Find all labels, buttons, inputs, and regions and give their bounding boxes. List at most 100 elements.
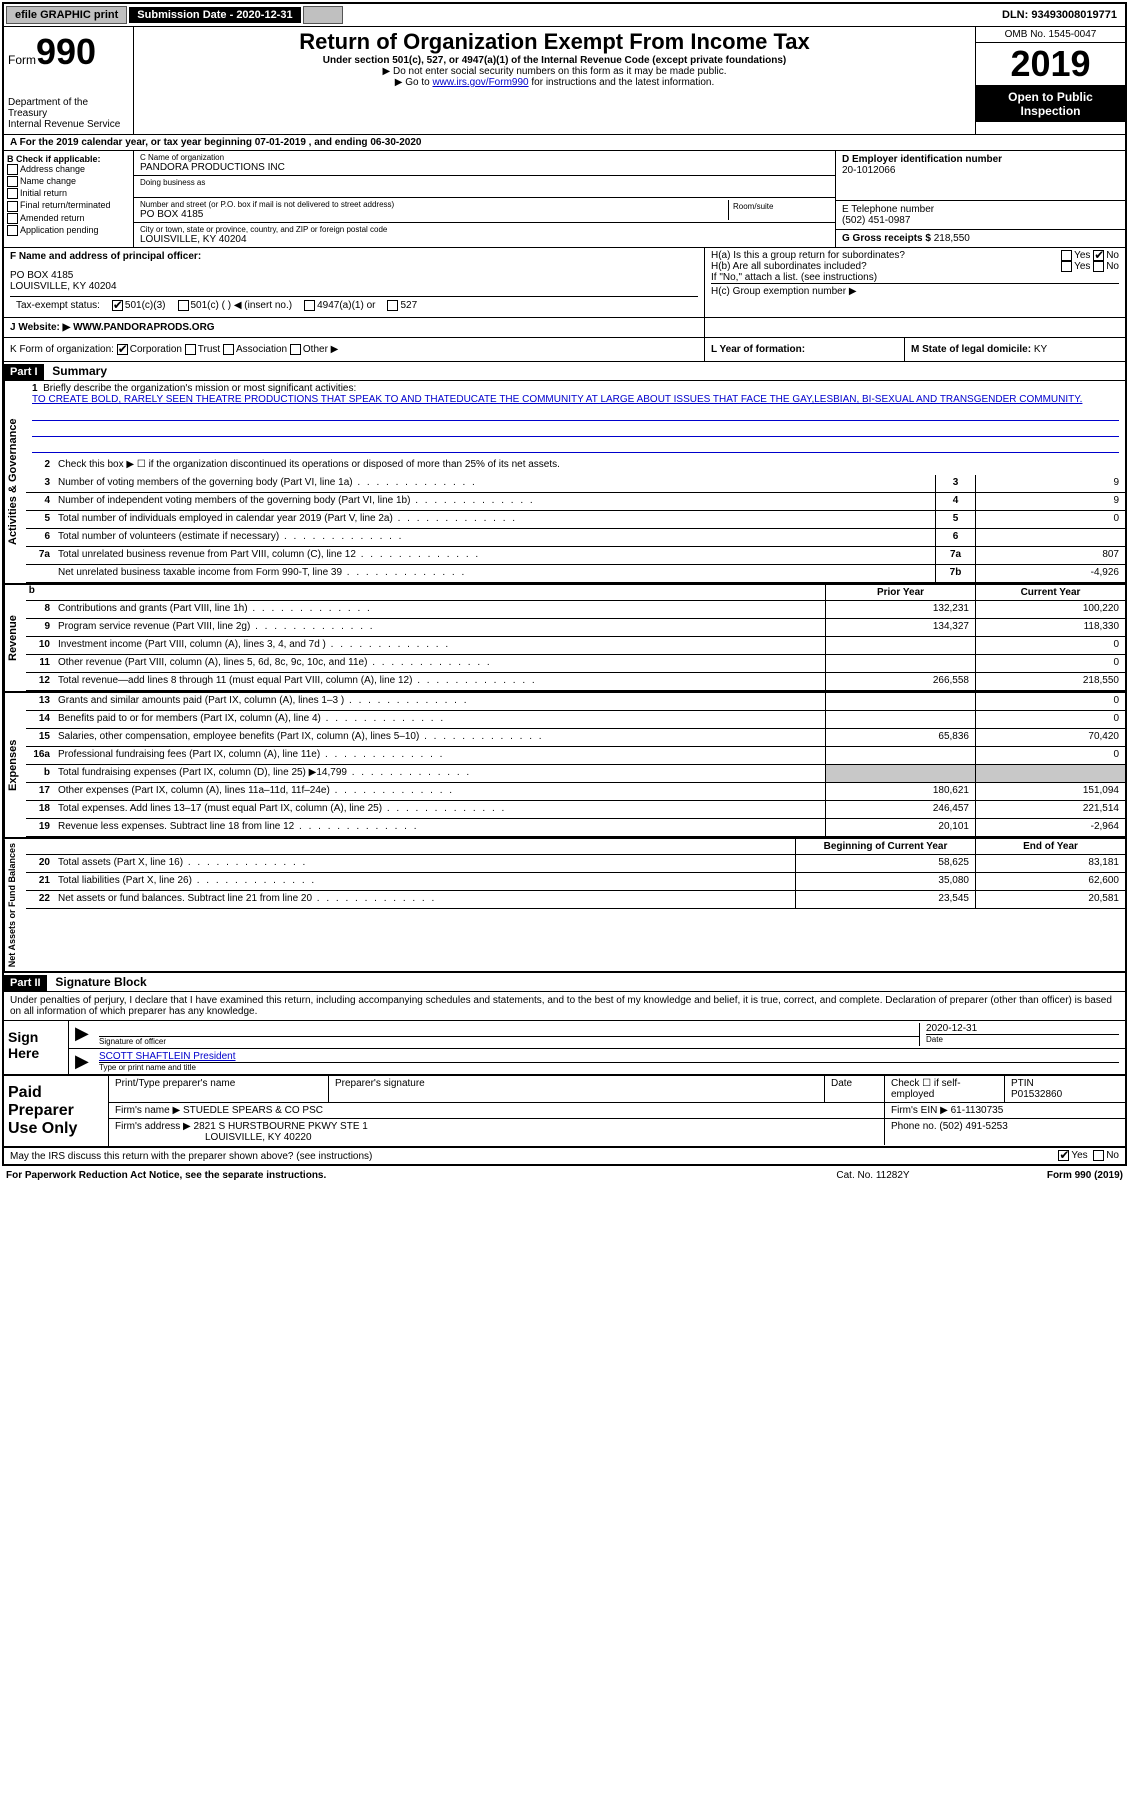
firm-addr2-value: LOUISVILLE, KY 40220 (205, 1132, 312, 1143)
officer-addr1: PO BOX 4185 (10, 270, 698, 281)
hb-yes-check[interactable] (1061, 261, 1072, 272)
dln-label: DLN: 93493008019771 (994, 7, 1125, 23)
gross-receipts-label: G Gross receipts $ (842, 233, 931, 244)
ha-no-check[interactable] (1093, 250, 1104, 261)
firm-phone-label: Phone no. (891, 1121, 937, 1132)
hb-row: H(b) Are all subordinates included? Yes … (711, 261, 1119, 272)
note-link: ▶ Go to www.irs.gov/Form990 for instruct… (140, 77, 969, 88)
prep-sig-label: Preparer's signature (329, 1076, 825, 1102)
discuss-no-check[interactable] (1093, 1150, 1104, 1161)
net-col-headers: Beginning of Current Year End of Year (26, 839, 1125, 855)
check-label: 4947(a)(1) or (317, 300, 375, 311)
m-label: M State of legal domicile: (911, 344, 1031, 355)
line-b: bTotal fundraising expenses (Part IX, co… (26, 765, 1125, 783)
check-other[interactable] (290, 344, 301, 355)
org-name-cell: C Name of organization PANDORA PRODUCTIO… (134, 151, 835, 176)
check-label: Other ▶ (303, 344, 338, 355)
signature-block: Under penalties of perjury, I declare th… (4, 992, 1125, 1163)
line-17: 17Other expenses (Part IX, column (A), l… (26, 783, 1125, 801)
check-label: Trust (198, 344, 220, 355)
check-label: 527 (400, 300, 417, 311)
side-netassets: Net Assets or Fund Balances (4, 839, 26, 971)
check-amended-return[interactable]: Amended return (7, 213, 130, 224)
no-label: No (1106, 250, 1119, 261)
line-12: 12Total revenue—add lines 8 through 11 (… (26, 673, 1125, 691)
ptin-label: PTIN (1011, 1078, 1034, 1089)
current-year-header: Current Year (975, 585, 1125, 600)
check-address-change[interactable]: Address change (7, 164, 130, 175)
check-501c3[interactable]: 501(c)(3) (112, 300, 166, 311)
dept-label: Department of the Treasury Internal Reve… (8, 97, 129, 130)
check-trust[interactable] (185, 344, 196, 355)
check-association[interactable] (223, 344, 234, 355)
prep-date-label: Date (825, 1076, 885, 1102)
perjury-para: Under penalties of perjury, I declare th… (4, 992, 1125, 1021)
topbar: efile GRAPHIC print Submission Date - 20… (4, 4, 1125, 27)
part2-title: Signature Block (49, 973, 152, 991)
sign-here-label: Sign Here (4, 1021, 69, 1074)
check-name-change[interactable]: Name change (7, 176, 130, 187)
website-label: J Website: ▶ (10, 322, 70, 333)
website-value: WWW.PANDORAPRODS.ORG (73, 322, 214, 333)
check-final-return[interactable]: Final return/terminated (7, 200, 130, 211)
netassets-section: Net Assets or Fund Balances Beginning of… (4, 839, 1125, 973)
open-to-public: Open to Public Inspection (976, 86, 1125, 122)
line-13: 13Grants and similar amounts paid (Part … (26, 693, 1125, 711)
form-header: Form990 Department of the Treasury Inter… (4, 27, 1125, 135)
self-employed-check[interactable]: Check ☐ if self-employed (885, 1076, 1005, 1102)
irs-link[interactable]: www.irs.gov/Form990 (432, 77, 528, 88)
discuss-yes-check[interactable] (1058, 1150, 1069, 1161)
mission-text: TO CREATE BOLD, RARELY SEEN THEATRE PROD… (32, 394, 1082, 405)
part1-title: Summary (46, 362, 113, 380)
block-b-heading: B Check if applicable: (7, 154, 130, 164)
officer-name-row: ▶ SCOTT SHAFTLEIN President Type or prin… (69, 1049, 1125, 1074)
k-label: K Form of organization: (10, 344, 114, 355)
may-discuss-text: May the IRS discuss this return with the… (10, 1151, 372, 1162)
dba-cell: Doing business as (134, 176, 835, 198)
omb-number: OMB No. 1545-0047 (976, 27, 1125, 43)
form-ref: Form 990 (2019) (973, 1170, 1123, 1181)
check-initial-return[interactable]: Initial return (7, 188, 130, 199)
hb-no-check[interactable] (1093, 261, 1104, 272)
firm-name-value: STUEDLE SPEARS & CO PSC (183, 1105, 323, 1116)
blank-button[interactable] (303, 6, 343, 24)
check-corporation[interactable] (117, 344, 128, 355)
form-number: 990 (36, 31, 96, 72)
check-4947[interactable]: 4947(a)(1) or (304, 300, 375, 311)
ein-value: 20-1012066 (842, 165, 1119, 176)
check-527[interactable]: 527 (387, 300, 417, 311)
prep-name-label: Print/Type preparer's name (109, 1076, 329, 1102)
part1-badge: Part I (4, 364, 44, 380)
check-application-pending[interactable]: Application pending (7, 225, 130, 236)
block-fh: F Name and address of principal officer:… (4, 248, 1125, 318)
efile-print-button[interactable]: efile GRAPHIC print (6, 6, 127, 24)
expenses-content: 13Grants and similar amounts paid (Part … (26, 693, 1125, 837)
note-link-post: for instructions and the latest informat… (529, 77, 715, 88)
ha-yes-check[interactable] (1061, 250, 1072, 261)
city-cell: City or town, state or province, country… (134, 223, 835, 247)
arrow-icon: ▶ (75, 1051, 99, 1072)
line-21: 21Total liabilities (Part X, line 26)35,… (26, 873, 1125, 891)
check-label: 501(c)(3) (125, 300, 166, 311)
line-19: 19Revenue less expenses. Subtract line 1… (26, 819, 1125, 837)
check-501c[interactable]: 501(c) ( ) ◀ (insert no.) (178, 300, 293, 311)
check-label: Corporation (130, 344, 182, 355)
line-9: 9Program service revenue (Part VIII, lin… (26, 619, 1125, 637)
side-revenue: Revenue (4, 585, 26, 691)
line-10: 10Investment income (Part VIII, column (… (26, 637, 1125, 655)
yes-label: Yes (1074, 261, 1090, 272)
governance-section: Activities & Governance 1 Briefly descri… (4, 381, 1125, 585)
tax-status-row: Tax-exempt status: 501(c)(3) 501(c) ( ) … (10, 296, 698, 314)
address-value: PO BOX 4185 (140, 209, 728, 220)
state-domicile-cell: M State of legal domicile: KY (905, 338, 1125, 361)
block-bcdeg: B Check if applicable: Address change Na… (4, 151, 1125, 248)
ha-label: H(a) Is this a group return for subordin… (711, 250, 905, 261)
paperwork-notice: For Paperwork Reduction Act Notice, see … (6, 1170, 773, 1181)
check-label: Application pending (20, 225, 99, 235)
check-label: Name change (20, 176, 76, 186)
firm-ein-label: Firm's EIN ▶ (891, 1105, 948, 1116)
line-7b: Net unrelated business taxable income fr… (26, 565, 1125, 583)
line-15: 15Salaries, other compensation, employee… (26, 729, 1125, 747)
line-16a: 16aProfessional fundraising fees (Part I… (26, 747, 1125, 765)
dba-label: Doing business as (140, 178, 829, 187)
